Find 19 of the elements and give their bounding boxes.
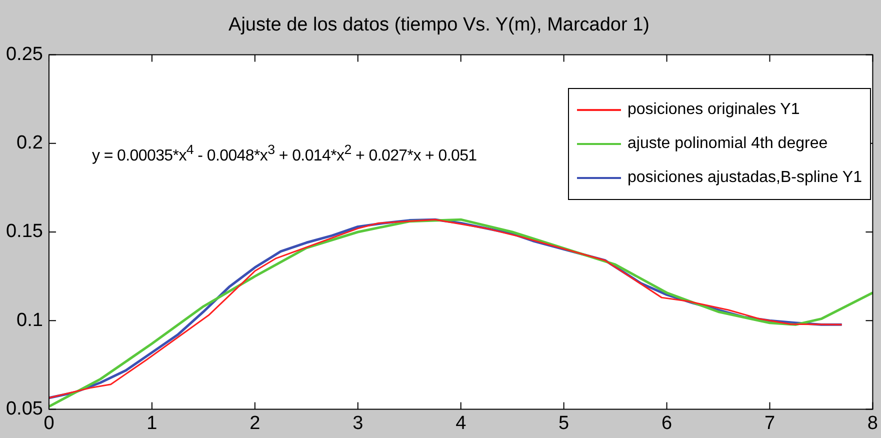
x-tick-label: 8 [867,412,878,434]
x-tick-label: 1 [146,412,158,434]
y-tick-label: 0.25 [6,44,43,66]
legend-label: posiciones originales Y1 [627,101,800,119]
y-tick-label: 0.1 [16,310,43,331]
x-tick-label: 5 [558,412,570,434]
y-tick-label: 0.2 [16,132,43,154]
legend-label: posiciones ajustadas,B-spline Y1 [627,169,862,187]
x-tick-label: 3 [352,412,364,434]
x-tick-label: 4 [456,412,467,434]
x-tick-label: 7 [764,412,776,434]
x-tick-label: 0 [44,412,54,434]
y-tick-label: 0.15 [6,221,43,242]
annotation: y = 0.00035*x$^{4}$ - 0.0048*x$^{3}$ + 0.014*x$^{2}$ + 0.027*x + 0.051 [92,142,477,166]
y-tick-label: 0.05 [6,398,43,420]
x-tick-label: 6 [661,412,672,434]
chart-title: Ajuste de los datos (tiempo Vs. Y(m), Marcador 1) [228,14,650,36]
x-tick-label: 2 [250,412,260,434]
legend-label: ajuste polinomial 4th degree [627,135,828,153]
